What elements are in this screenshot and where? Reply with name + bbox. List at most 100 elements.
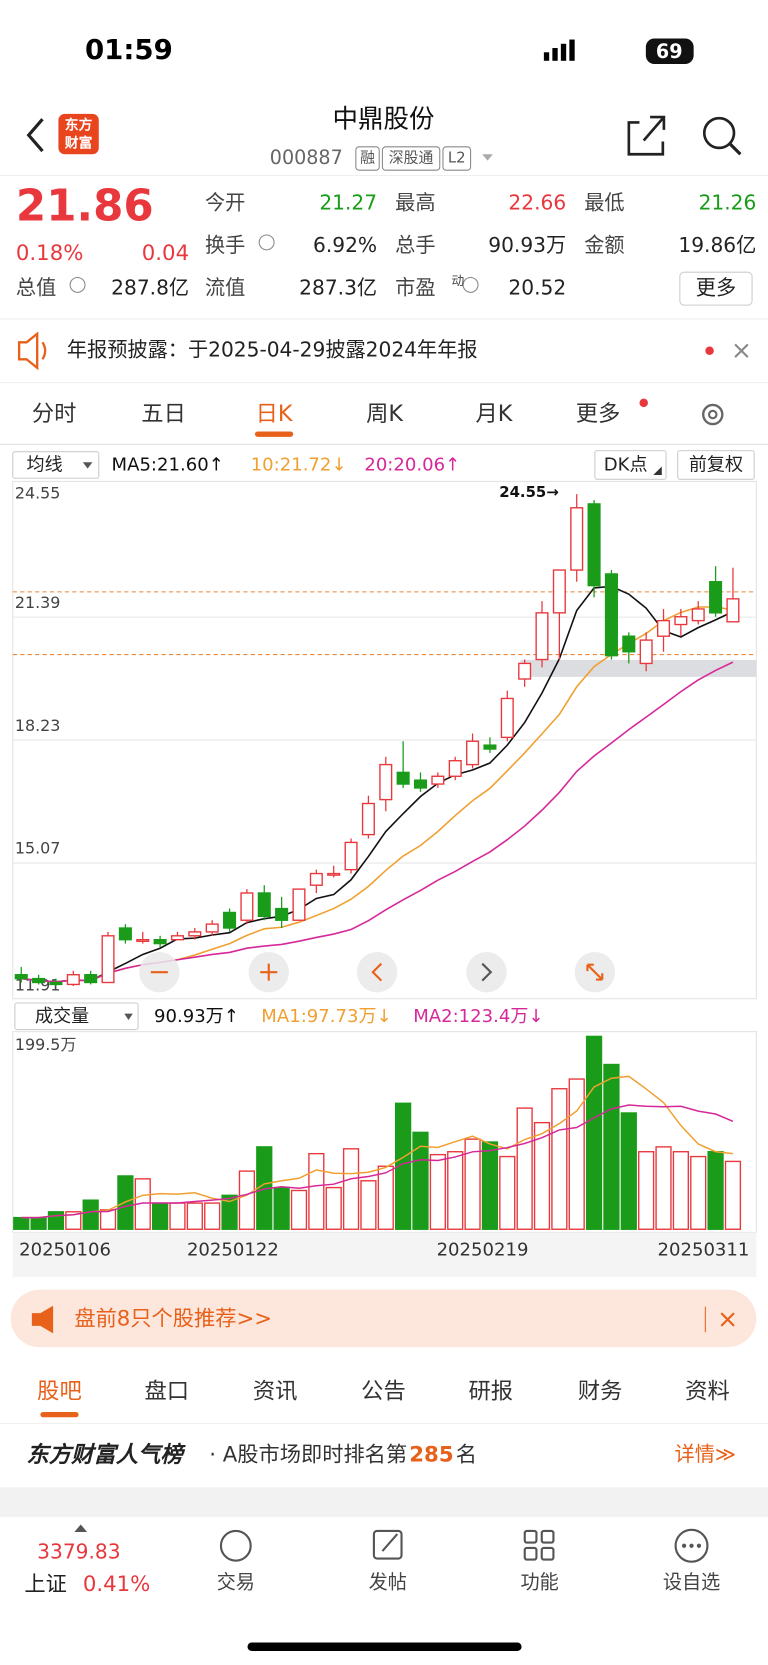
volume-bar — [447, 1151, 464, 1230]
banner[interactable] — [10, 1289, 757, 1348]
volume-ma-line — [21, 1104, 734, 1219]
adjust-button[interactable] — [677, 450, 755, 480]
ma-selector[interactable] — [12, 451, 100, 479]
y-tick-label: 15.07 — [15, 839, 61, 858]
subtab[interactable]: 盘口 — [144, 1378, 189, 1404]
candle-body — [448, 760, 462, 777]
volume-bar — [30, 1216, 47, 1230]
settings-icon[interactable] — [702, 403, 724, 426]
tab[interactable]: 月K — [475, 401, 513, 427]
adjust-label: 前复权 — [689, 454, 743, 475]
candle-body — [604, 573, 618, 657]
index-value: 3379.83 — [37, 1540, 120, 1564]
candle-body — [14, 974, 28, 980]
subtab[interactable]: 资料 — [685, 1378, 730, 1404]
nav-label[interactable]: 功能 — [521, 1570, 559, 1593]
tab[interactable]: 日K — [256, 401, 294, 427]
dates: 20250106 20250122 20250219 20250311 — [19, 1239, 749, 1260]
candle-body — [257, 892, 271, 918]
candle-body — [205, 923, 219, 933]
volume-bar — [204, 1202, 221, 1230]
subtab[interactable]: 研报 — [468, 1378, 513, 1404]
dk-button[interactable] — [594, 450, 667, 480]
volume-bar — [238, 1170, 256, 1230]
share-icon[interactable] — [627, 115, 666, 156]
volume-bar — [603, 1063, 620, 1230]
volume-selector[interactable] — [14, 1002, 139, 1031]
info-icon — [69, 276, 86, 293]
subtab[interactable]: 财务 — [578, 1378, 623, 1404]
tab[interactable]: 五日 — [141, 401, 186, 427]
battery-level: 69 — [656, 40, 683, 63]
volume-bar — [638, 1151, 655, 1230]
rank-text: · A股市场即时排名第 — [209, 1443, 407, 1468]
candle-body — [466, 740, 480, 766]
tag-box — [355, 146, 380, 171]
tag-box — [381, 146, 441, 171]
tab[interactable]: 分时 — [32, 401, 77, 427]
field-value: 287.8亿 — [111, 276, 189, 300]
price-chart: 24.55 21.39 18.23 15.07 11.91 — [12, 484, 757, 994]
rank-detail[interactable]: 详情≫ — [675, 1442, 736, 1466]
date-label: 20250219 — [437, 1239, 529, 1260]
nav: 交易 发帖 功能 设自选 — [217, 1570, 720, 1593]
ma-line — [21, 661, 734, 983]
subtab[interactable]: 股吧 — [37, 1378, 82, 1404]
subtab[interactable]: 资讯 — [253, 1378, 298, 1404]
nav-label[interactable]: 交易 — [217, 1570, 255, 1593]
volume-bar — [585, 1035, 603, 1230]
vol-ma1-label: MA1:97.73万↓ — [261, 1006, 391, 1027]
candle-body — [101, 935, 115, 984]
change: 0.04 — [142, 241, 189, 266]
field-label: 金额 — [584, 233, 624, 257]
nav-label[interactable]: 设自选 — [663, 1570, 720, 1593]
close[interactable] — [734, 343, 749, 358]
tab[interactable]: 周K — [366, 401, 404, 427]
ma-selector-label: 均线 — [27, 454, 63, 475]
candle-body — [153, 939, 167, 945]
candle-body — [240, 892, 254, 921]
index-change: 0.41% — [83, 1572, 150, 1597]
tabs: 分时 五日 日K 周K 月K 更多 — [32, 398, 648, 437]
field-label: 最高 — [395, 191, 435, 215]
candle-body — [32, 977, 46, 984]
next[interactable] — [466, 952, 507, 993]
dropdown[interactable] — [482, 154, 493, 161]
home-indicator — [247, 1642, 522, 1651]
speaker-icon — [17, 331, 47, 371]
volume-bar — [377, 1165, 394, 1230]
percent: 0.18% — [16, 241, 83, 266]
candle-body — [223, 911, 237, 929]
subtab[interactable]: 公告 — [361, 1378, 406, 1404]
info-icon — [258, 234, 275, 251]
field-label: 市盈 — [395, 276, 435, 300]
badge — [639, 398, 648, 408]
candle-body — [656, 619, 671, 637]
y-tick-label: 11.91 — [15, 975, 61, 994]
nav-icons — [219, 1528, 709, 1563]
volume-bar — [707, 1151, 724, 1230]
back-button[interactable] — [26, 118, 44, 153]
notice[interactable]: 年报预披露：于2025-04-29披露2024年年报 — [67, 337, 478, 361]
tag: L2 — [448, 149, 466, 167]
banner-close[interactable] — [720, 1312, 735, 1327]
dk-label: DK点 — [604, 454, 648, 475]
dot — [705, 346, 714, 356]
prev[interactable] — [356, 952, 398, 993]
candle-body — [726, 598, 740, 623]
tab[interactable]: 更多 — [576, 401, 621, 427]
quote-fields: 今开 21.27 最高 22.66 最低 21.26 换手 6.92% 总手 90.93万 金额 19… — [16, 191, 756, 300]
search-icon[interactable] — [702, 116, 736, 150]
more-button[interactable] — [679, 271, 753, 306]
tag: 深股通 — [389, 149, 434, 167]
field-label: 总手 — [395, 233, 435, 257]
field-value: 20.52 — [508, 276, 566, 300]
volume-bar — [47, 1211, 65, 1230]
volume-bar — [290, 1189, 308, 1230]
volume-bar — [568, 1078, 585, 1230]
nav-label[interactable]: 发帖 — [369, 1570, 407, 1593]
candle-body — [483, 744, 497, 750]
rank-brand: 东方财富人气榜 — [27, 1442, 187, 1468]
